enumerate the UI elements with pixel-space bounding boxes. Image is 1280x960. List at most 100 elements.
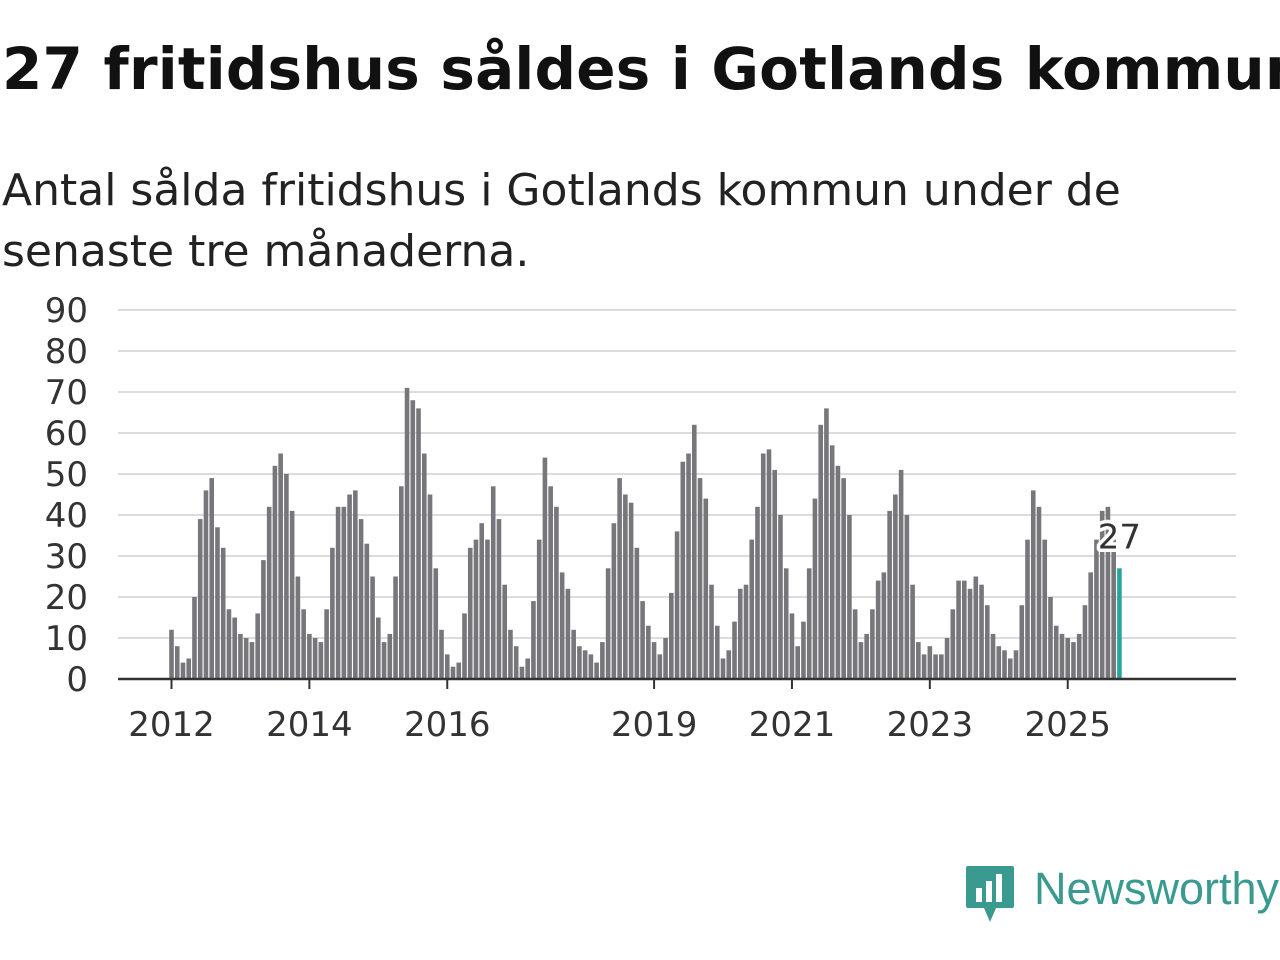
highlight-value-label: 27 xyxy=(1098,517,1141,557)
bar xyxy=(485,539,490,679)
bar xyxy=(1111,539,1116,679)
bar xyxy=(772,469,778,679)
bar xyxy=(703,498,709,679)
bar xyxy=(1065,638,1071,679)
bar xyxy=(858,642,864,679)
bar xyxy=(623,494,628,679)
bar xyxy=(519,666,525,679)
y-tick-label: 50 xyxy=(45,455,88,495)
bar xyxy=(720,658,726,679)
bar xyxy=(628,502,634,679)
bar xyxy=(266,506,272,679)
bar xyxy=(743,584,749,679)
bar xyxy=(536,539,542,679)
bar xyxy=(508,629,513,679)
bar xyxy=(330,547,335,679)
bar xyxy=(307,633,312,679)
bar xyxy=(657,654,663,679)
y-tick-label: 40 xyxy=(45,496,88,536)
bar xyxy=(554,506,559,679)
bar xyxy=(347,494,352,679)
bar xyxy=(261,560,266,679)
bar xyxy=(1105,506,1111,679)
brand-name: Newsworthy xyxy=(1034,863,1280,914)
bar xyxy=(243,638,249,679)
bar xyxy=(962,580,967,679)
bar xyxy=(709,584,714,679)
y-tick-label: 90 xyxy=(45,291,88,331)
annotations: 27 xyxy=(1094,514,1144,561)
x-tick-label: 2019 xyxy=(611,705,698,745)
bar xyxy=(669,592,674,679)
bar xyxy=(950,609,956,679)
x-tick-label: 2021 xyxy=(749,705,836,745)
bar xyxy=(726,650,732,679)
bar xyxy=(467,547,473,679)
bar xyxy=(427,494,433,679)
bar xyxy=(295,576,301,679)
bar xyxy=(387,633,393,679)
bar xyxy=(778,515,783,679)
bar xyxy=(939,654,944,679)
bar xyxy=(588,654,594,679)
bar xyxy=(732,621,737,679)
bar xyxy=(324,609,329,679)
bar xyxy=(944,638,950,679)
bar xyxy=(634,547,640,679)
bar xyxy=(542,457,548,679)
bar xyxy=(600,642,605,679)
bar xyxy=(404,387,410,679)
bar xyxy=(984,605,990,679)
bar xyxy=(870,609,875,679)
bar xyxy=(479,523,485,679)
bar xyxy=(215,527,220,679)
bar xyxy=(611,523,617,679)
y-tick-label: 0 xyxy=(66,660,88,700)
bar xyxy=(646,625,651,679)
bar xyxy=(760,453,766,679)
bar xyxy=(686,453,691,679)
bar xyxy=(680,461,686,679)
bar xyxy=(841,478,846,679)
bar xyxy=(174,646,180,679)
bar xyxy=(559,572,565,679)
bar xyxy=(812,498,818,679)
bar xyxy=(399,486,404,679)
bar xyxy=(582,650,588,679)
bar xyxy=(898,469,904,679)
bar xyxy=(433,568,439,679)
bar xyxy=(801,621,806,679)
bar xyxy=(1042,539,1048,679)
bar xyxy=(192,597,197,679)
bar xyxy=(829,445,835,679)
bar xyxy=(795,646,801,679)
bar xyxy=(921,654,927,679)
y-tick-label: 60 xyxy=(45,414,88,454)
bar xyxy=(444,654,450,679)
bar xyxy=(312,638,318,679)
bar xyxy=(226,609,232,679)
bar xyxy=(1099,510,1105,679)
bar xyxy=(927,646,933,679)
bar xyxy=(640,601,645,679)
bar xyxy=(806,568,812,679)
bar xyxy=(416,408,421,679)
bar xyxy=(1094,539,1099,679)
bar xyxy=(893,494,898,679)
bar xyxy=(594,662,599,679)
bar xyxy=(818,424,823,679)
bar xyxy=(186,658,192,679)
newsworthy-logo-icon xyxy=(966,866,1014,922)
bar xyxy=(169,629,174,679)
bar xyxy=(1048,597,1053,679)
bar xyxy=(341,506,347,679)
bar xyxy=(887,510,892,679)
bar xyxy=(513,646,519,679)
bar xyxy=(289,510,295,679)
bar xyxy=(973,576,979,679)
bar xyxy=(766,449,772,679)
bar xyxy=(370,576,375,679)
x-tick-label: 2012 xyxy=(128,705,215,745)
